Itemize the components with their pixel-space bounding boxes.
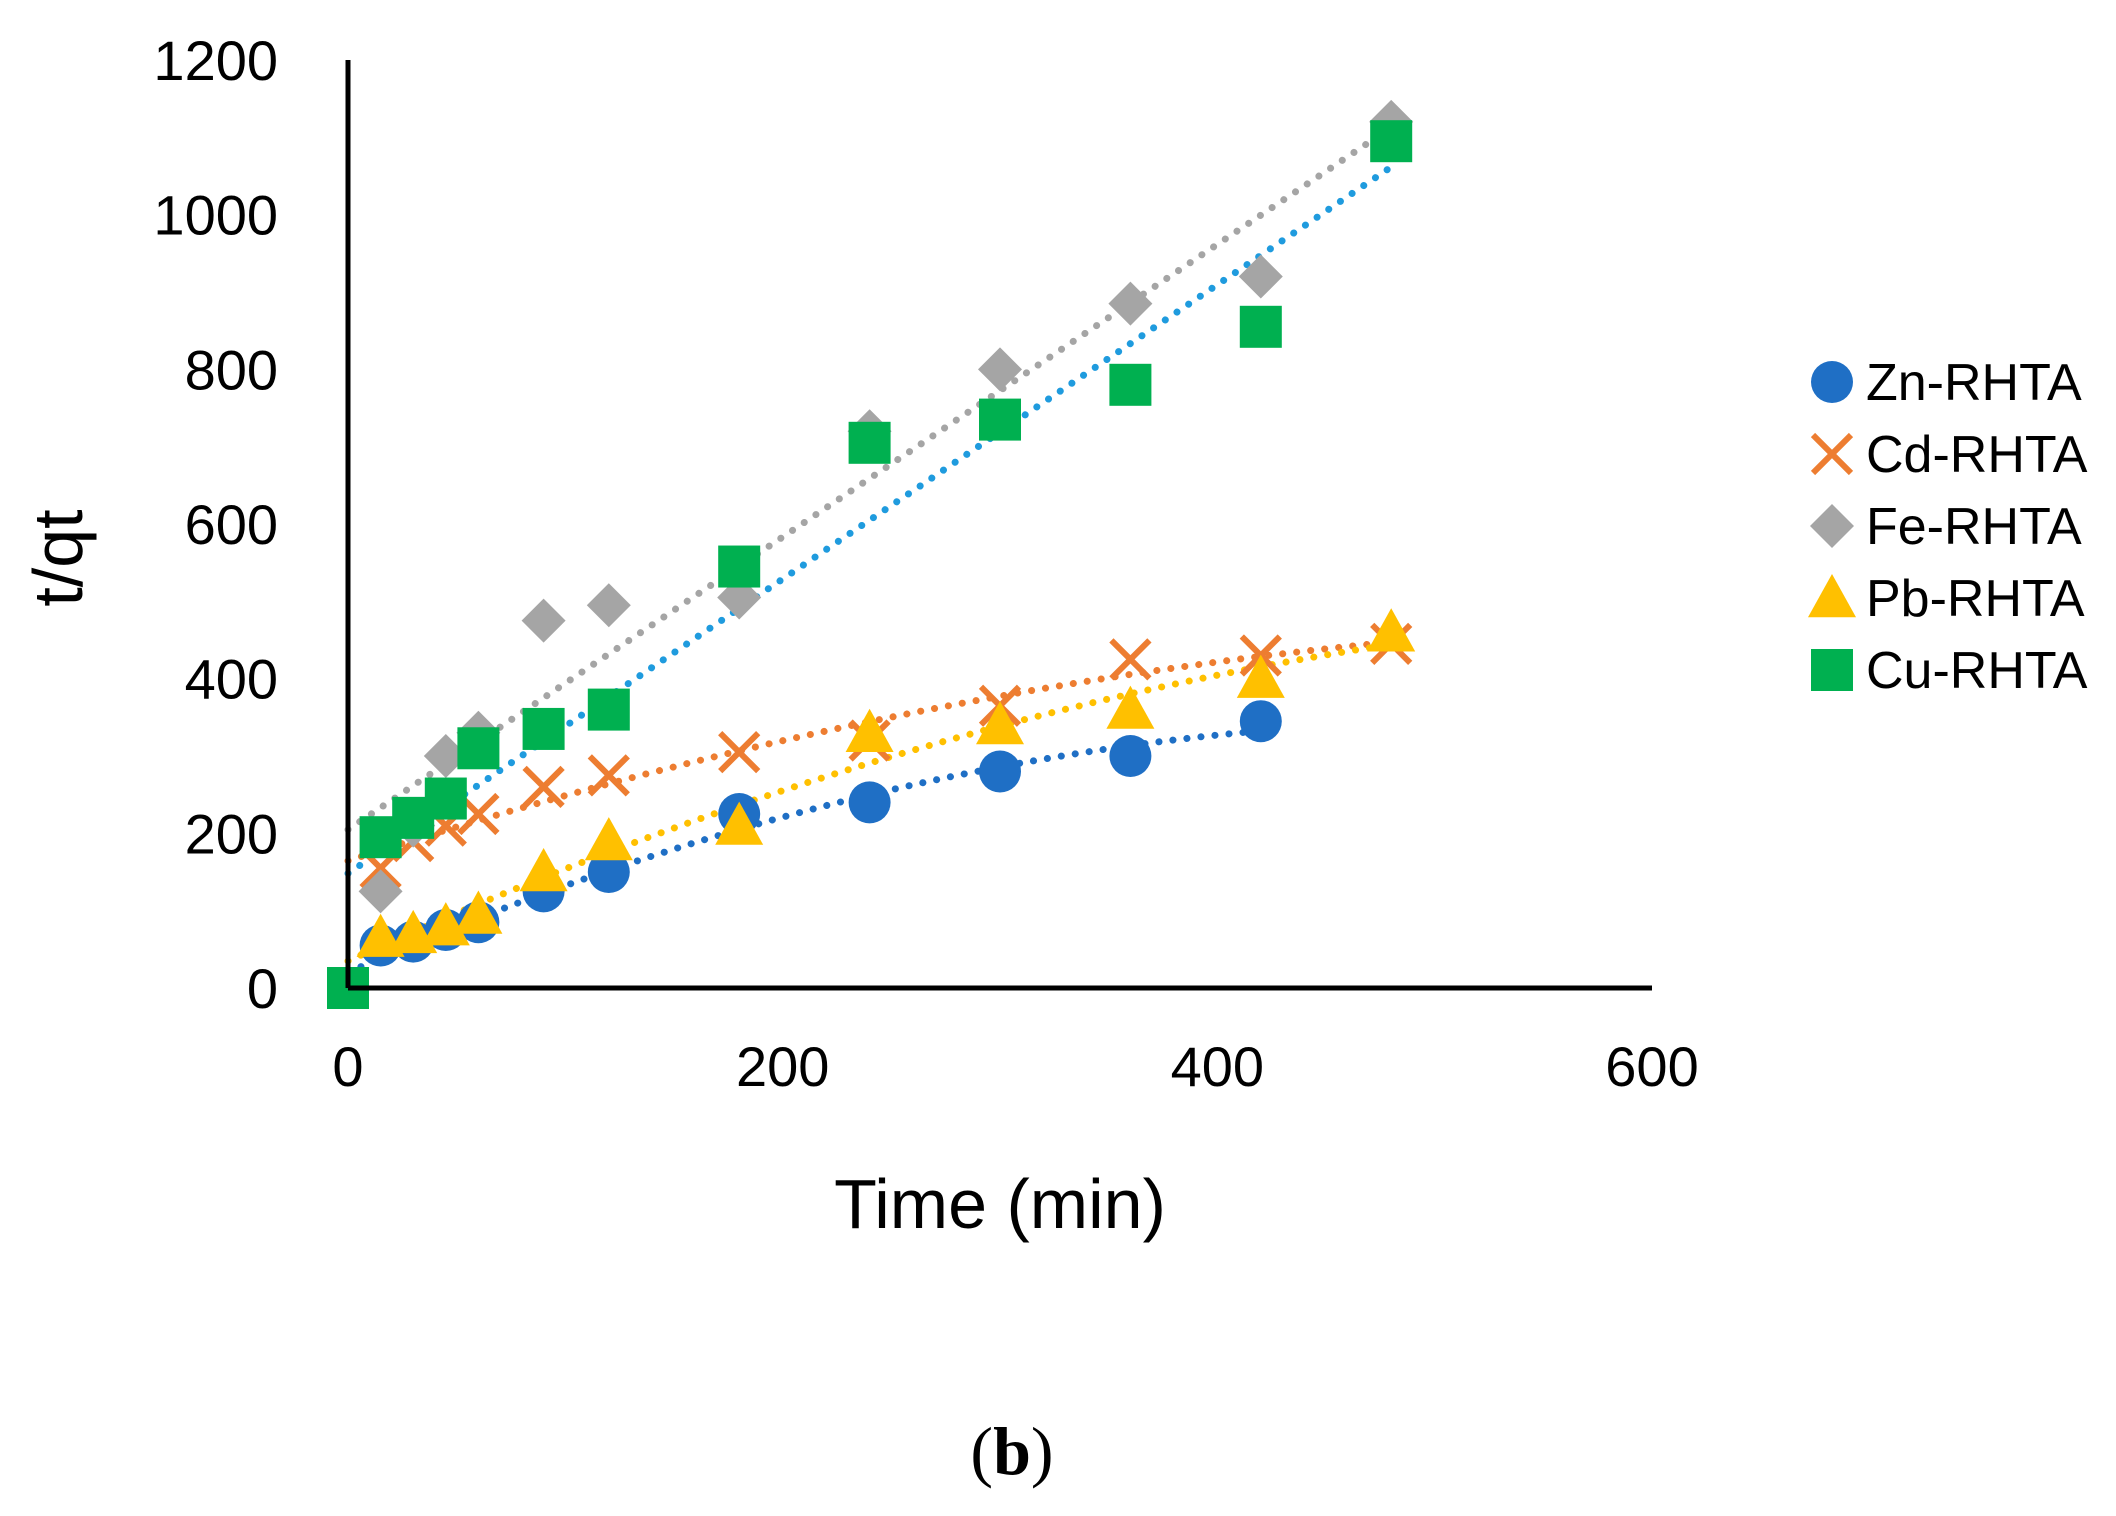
data-point-cu-rhta [522,707,565,750]
data-point-pb-rhta [454,890,503,934]
caption-letter: b [993,1413,1031,1489]
data-point-cd-rhta [522,765,565,809]
x-tick-label: 200 [736,1035,829,1098]
data-point-pb-rhta [976,701,1024,745]
data-point-pb-rhta [845,708,894,752]
y-tick-label: 600 [185,493,278,556]
data-point-pb-rhta [421,902,470,946]
legend-label: Zn-RHTA [1866,354,2082,412]
data-point-pb-rhta [519,848,568,892]
legend-marker-cd-rhta [1810,432,1854,476]
data-point-fe-rhta [358,869,403,914]
legend-label: Cd-RHTA [1866,426,2088,484]
trendline-fe-rhta [344,123,1395,834]
data-point-pb-rhta [1236,654,1285,698]
data-point-cu-rhta [1370,120,1413,163]
y-tick-label: 1000 [153,184,278,247]
figure-caption: (b) [970,1413,1053,1489]
data-point-pb-rhta [356,913,405,957]
legend-marker-cu-rhta [1811,649,1853,691]
data-point-zn-rhta [1239,700,1282,743]
y-tick-label: 1200 [153,29,278,92]
data-point-cd-rhta [587,754,630,797]
trendline-layer [344,123,1395,976]
x-tick-label: 400 [1171,1035,1264,1098]
data-point-cu-rhta [718,545,761,588]
data-point-zn-rhta [979,750,1021,793]
data-point-cu-rhta [848,421,891,464]
y-tick-label: 200 [185,802,278,865]
trendline-cd-rhta [344,638,1395,865]
data-point-fe-rhta [586,583,631,628]
legend-label: Pb-RHTA [1866,570,2085,628]
data-point-zn-rhta [587,851,630,893]
data-point-cu-rhta [1109,363,1152,406]
data-point-fe-rhta [978,347,1022,392]
legend-label: Cu-RHTA [1866,642,2088,700]
data-point-cd-rhta [718,731,761,774]
data-point-pb-rhta [1367,608,1416,652]
x-tick-label: 600 [1605,1035,1698,1098]
data-point-cu-rhta [457,727,500,770]
legend-marker-fe-rhta [1810,504,1854,548]
x-tick-labels: 0 200 400 600 [332,1035,1698,1098]
caption-open-paren: ( [970,1413,993,1489]
data-point-fe-rhta [521,598,566,643]
data-point-pb-rhta [1106,685,1155,729]
y-tick-label: 400 [185,648,278,711]
legend-marker-pb-rhta [1808,574,1856,618]
x-tick-label: 0 [332,1035,363,1098]
data-point-pb-rhta [584,817,633,861]
data-point-zn-rhta [1109,735,1152,777]
data-point-cu-rhta [587,688,630,731]
y-axis-title: t/qt [19,509,97,606]
y-tick-labels: 0 200 400 600 800 1000 1200 [153,29,278,1020]
trendline-pb-rhta [344,641,1395,965]
data-point-zn-rhta [848,781,891,824]
legend-label: Fe-RHTA [1866,498,2082,556]
marker-layer [327,99,1416,1009]
trendline-cu-rhta [344,163,1395,877]
legend-marker-zn-rhta [1811,361,1853,403]
data-point-cu-rhta [979,398,1021,441]
y-tick-label: 0 [247,957,278,1020]
data-point-cu-rhta [424,777,467,820]
data-point-fe-rhta [1108,281,1153,326]
data-point-pb-rhta [715,801,764,845]
data-point-fe-rhta [1238,254,1283,299]
y-tick-label: 800 [185,338,278,401]
data-point-cd-rhta [1109,638,1152,681]
data-point-fe-rhta [423,734,468,778]
legend: Zn-RHTA Cd-RHTA Fe-RHTA Pb-RHTA Cu-RHTA [1808,354,2088,700]
x-axis-title: Time (min) [834,1165,1166,1243]
data-point-cu-rhta [1239,305,1282,348]
caption-close-paren: ) [1031,1413,1054,1489]
